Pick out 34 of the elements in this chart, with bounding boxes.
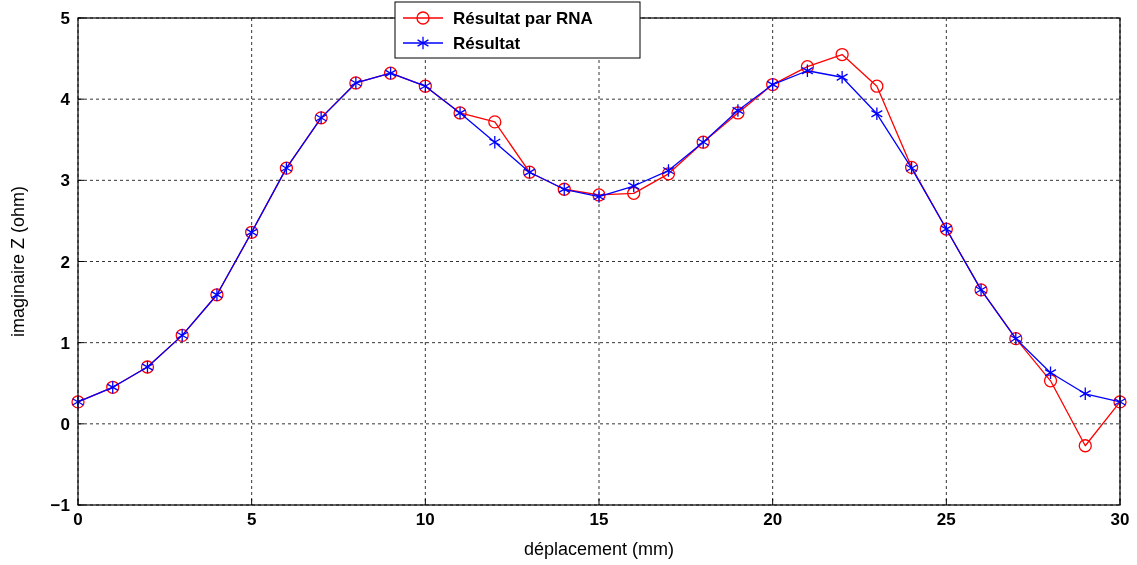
point [661, 167, 676, 181]
point [1043, 374, 1058, 388]
point [1079, 386, 1092, 401]
y-tick-label: 1 [60, 333, 70, 353]
point [1078, 439, 1092, 453]
point [662, 163, 675, 178]
x-axis-title: déplacement (mm) [523, 539, 675, 559]
y-tick-label: 4 [60, 90, 71, 110]
legend-label: Résultat [453, 34, 521, 53]
y-tick-label: 5 [60, 9, 70, 28]
point [1044, 365, 1057, 380]
x-tick-label: 20 [763, 510, 783, 529]
point [870, 106, 883, 121]
point [488, 115, 502, 129]
x-tick-label: 0 [73, 510, 83, 529]
x-tick-label: 30 [1110, 510, 1130, 529]
y-axis-title: imaginaire Z (ohm) [8, 185, 28, 338]
x-tick-label: 10 [415, 510, 435, 529]
x-tick-label: 15 [589, 510, 609, 529]
point [627, 179, 640, 193]
point [627, 186, 641, 200]
point [488, 135, 501, 150]
x-tick-label: 5 [246, 510, 257, 529]
point [836, 70, 849, 85]
x-tick-label: 25 [936, 510, 956, 529]
y-tick-label: 0 [60, 414, 70, 434]
y-tick-label: 3 [60, 171, 70, 191]
y-tick-label: −1 [50, 496, 70, 515]
point [800, 60, 815, 74]
point [835, 47, 849, 62]
point [870, 79, 884, 93]
y-tick-label: 2 [60, 252, 70, 272]
point [801, 63, 814, 78]
legend-label: Résultat par RNA [453, 9, 593, 28]
